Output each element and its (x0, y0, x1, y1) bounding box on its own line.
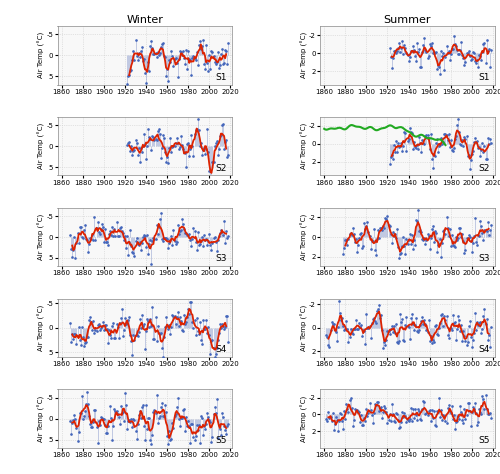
Text: S4: S4 (216, 345, 227, 354)
Text: S3: S3 (478, 255, 490, 264)
Y-axis label: Air Temp (°C): Air Temp (°C) (38, 395, 45, 442)
Y-axis label: Air Temp (°C): Air Temp (°C) (38, 305, 45, 351)
Text: S1: S1 (478, 73, 490, 82)
Y-axis label: Air Temp (°C): Air Temp (°C) (300, 395, 308, 442)
Title: Winter: Winter (126, 15, 164, 25)
Y-axis label: Air Temp (°C): Air Temp (°C) (38, 32, 45, 79)
Y-axis label: Air Temp (°C): Air Temp (°C) (38, 214, 45, 260)
Y-axis label: Air Temp (°C): Air Temp (°C) (300, 305, 308, 351)
Text: S5: S5 (216, 436, 227, 445)
Text: S2: S2 (478, 164, 490, 173)
Text: S5: S5 (478, 436, 490, 445)
Y-axis label: Air Temp (°C): Air Temp (°C) (300, 32, 308, 79)
Text: S2: S2 (216, 164, 227, 173)
Title: Summer: Summer (384, 15, 431, 25)
Y-axis label: Air Temp (°C): Air Temp (°C) (38, 123, 45, 169)
Text: S4: S4 (478, 345, 490, 354)
Text: S3: S3 (216, 255, 227, 264)
Y-axis label: Air Temp (°C): Air Temp (°C) (300, 123, 308, 169)
Y-axis label: Air Temp (°C): Air Temp (°C) (300, 214, 308, 260)
Text: S1: S1 (216, 73, 227, 82)
